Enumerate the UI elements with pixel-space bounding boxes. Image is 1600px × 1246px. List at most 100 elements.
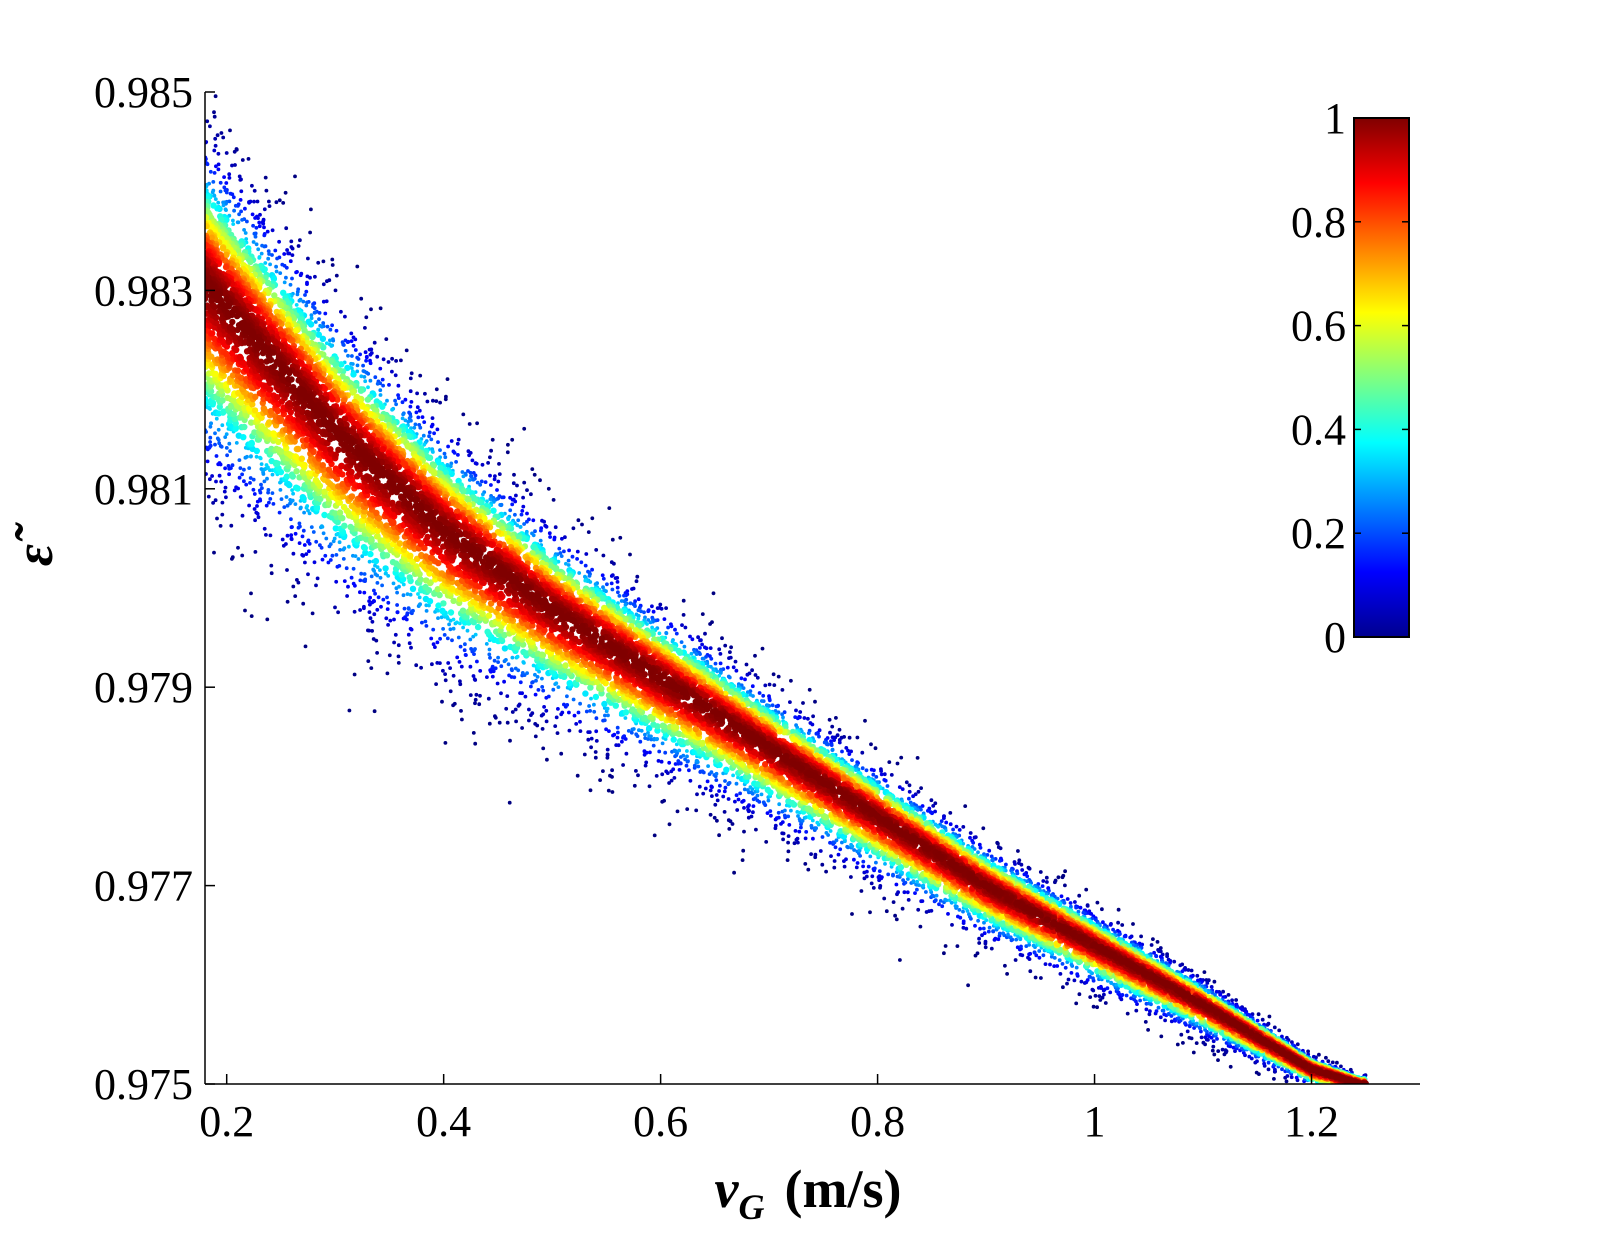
- scatter-point: [239, 189, 244, 194]
- scatter-point: [404, 443, 412, 450]
- scatter-point: [238, 466, 243, 470]
- scatter-point: [431, 627, 436, 632]
- scatter-point: [849, 875, 853, 879]
- scatter-point: [228, 191, 233, 196]
- scatter-point: [401, 593, 406, 598]
- scatter-point: [306, 572, 310, 577]
- scatter-point: [351, 581, 356, 586]
- scatter-point: [227, 441, 232, 446]
- scatter-point: [545, 757, 549, 762]
- scatter-point: [497, 472, 502, 476]
- scatter-point: [213, 442, 217, 447]
- scatter-point: [1108, 990, 1113, 995]
- scatter-point: [407, 641, 412, 646]
- scatter-point: [254, 242, 259, 247]
- scatter-point: [907, 789, 912, 794]
- scatter-point: [820, 862, 825, 867]
- scatter-point: [711, 591, 716, 596]
- scatter-point: [443, 455, 448, 460]
- scatter-point: [713, 802, 718, 807]
- scatter-point: [212, 148, 217, 153]
- scatter-point: [911, 794, 915, 799]
- scatter-point: [578, 701, 582, 706]
- scatter-point: [282, 280, 287, 285]
- scatter-point: [1325, 1089, 1329, 1093]
- scatter-point: [253, 234, 258, 239]
- scatter-point: [429, 437, 434, 442]
- scatter-points: [205, 94, 1369, 1095]
- scatter-point: [1172, 959, 1177, 964]
- scatter-point: [378, 393, 383, 397]
- scatter-point: [786, 814, 791, 819]
- scatter-point: [240, 218, 245, 222]
- scatter-point: [489, 483, 493, 487]
- scatter-point: [299, 505, 303, 510]
- scatter-point: [330, 323, 334, 328]
- scatter-point: [261, 221, 266, 226]
- scatter-point: [942, 816, 946, 820]
- scatter-point: [781, 831, 786, 836]
- scatter-point: [218, 180, 223, 185]
- scatter-point: [255, 504, 259, 508]
- scatter-point: [634, 732, 639, 737]
- scatter-point: [262, 233, 267, 238]
- scatter-point: [400, 416, 405, 421]
- scatter-point: [450, 638, 454, 643]
- scatter-point: [402, 606, 407, 611]
- scatter-point: [662, 798, 666, 803]
- scatter-point: [1280, 1067, 1284, 1072]
- scatter-point: [744, 662, 749, 667]
- scatter-point: [650, 625, 654, 630]
- scatter-point: [830, 735, 835, 740]
- scatter-point: [253, 216, 257, 220]
- scatter-point: [222, 185, 227, 190]
- scatter-point: [488, 473, 492, 478]
- scatter-point: [280, 262, 285, 267]
- scatter-point: [954, 824, 959, 829]
- scatter-point: [712, 815, 717, 820]
- scatter-point: [1364, 1091, 1368, 1095]
- scatter-point: [375, 354, 380, 359]
- scatter-point: [278, 271, 283, 275]
- scatter-point: [996, 845, 1001, 850]
- scatter-point: [694, 808, 699, 813]
- scatter-point: [508, 508, 513, 513]
- scatter-point: [373, 375, 378, 380]
- scatter-point: [1037, 955, 1042, 960]
- scatter-point: [1063, 883, 1067, 888]
- scatter-point: [780, 688, 785, 692]
- scatter-point: [374, 638, 379, 643]
- scatter-point: [1326, 1059, 1331, 1064]
- scatter-point: [1321, 1091, 1325, 1095]
- scatter-point: [1290, 1040, 1294, 1044]
- scatter-point: [362, 590, 367, 595]
- scatter-point: [355, 355, 360, 360]
- scatter-point: [418, 425, 423, 430]
- scatter-point: [1199, 1035, 1204, 1040]
- scatter-point: [615, 725, 620, 730]
- scatter-point: [666, 625, 670, 630]
- scatter-point: [208, 477, 212, 482]
- scatter-point: [688, 778, 693, 783]
- scatter-point: [447, 609, 455, 616]
- scatter-point: [721, 794, 726, 799]
- scatter-point: [546, 694, 551, 699]
- scatter-point: [284, 275, 288, 280]
- scatter-point: [473, 697, 478, 702]
- scatter-point: [509, 667, 514, 672]
- scatter-point: [392, 617, 396, 622]
- scatter-point: [834, 838, 839, 843]
- scatter-point: [687, 768, 691, 773]
- scatter-point: [723, 643, 728, 648]
- scatter-point: [1066, 977, 1071, 982]
- scatter-point: [375, 651, 379, 655]
- scatter-point: [1033, 975, 1038, 980]
- scatter-point: [229, 466, 233, 470]
- scatter-point: [899, 755, 904, 760]
- scatter-point: [616, 743, 621, 748]
- scatter-point: [763, 683, 768, 688]
- scatter-point: [324, 341, 329, 346]
- scatter-point: [268, 262, 272, 267]
- scatter-point: [866, 864, 871, 869]
- scatter-point: [793, 829, 798, 833]
